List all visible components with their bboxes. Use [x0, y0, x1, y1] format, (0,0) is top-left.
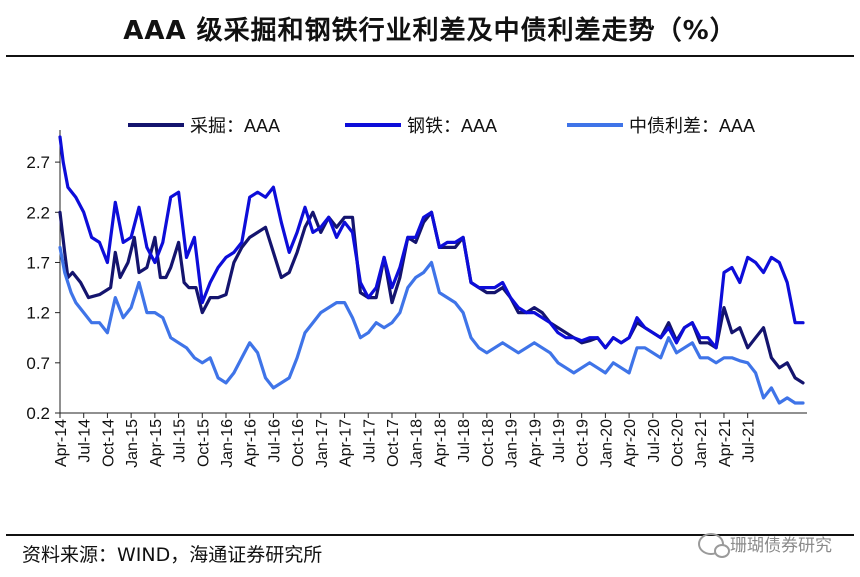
y-tick-label: 0.2 — [26, 404, 50, 423]
title-divider — [6, 55, 854, 57]
y-tick-label: 1.2 — [26, 304, 50, 323]
x-tick-label: Oct-18 — [480, 419, 497, 467]
legend: 采掘：AAA 钢铁：AAA 中债利差：AAA — [128, 116, 755, 136]
x-tick-label: Jan-18 — [409, 419, 426, 468]
x-tick-label: Apr-18 — [432, 419, 449, 467]
x-tick-label: Apr-16 — [243, 419, 260, 467]
y-tick-label: 2.2 — [26, 203, 50, 222]
x-tick-label: Apr-15 — [148, 419, 165, 467]
x-tick-label: Jul-14 — [77, 419, 94, 463]
x-tick-label: Apr-20 — [622, 419, 639, 467]
y-tick-label: 2.7 — [26, 153, 50, 172]
legend-label: 钢铁：AAA — [407, 116, 497, 136]
x-tick-label: Oct-20 — [670, 419, 687, 467]
x-tick-label: Apr-21 — [717, 419, 734, 467]
x-tick-label: Apr-19 — [527, 419, 544, 467]
y-tick-label: 1.7 — [26, 253, 50, 272]
y-axis: 0.2 0.7 1.2 1.7 2.2 2.7 — [26, 130, 61, 423]
x-tick-label: Oct-15 — [195, 419, 212, 467]
x-tick-label: Apr-17 — [338, 419, 355, 467]
legend-label: 采掘：AAA — [190, 116, 280, 136]
chart-title: AAA 级采掘和钢铁行业利差及中债利差走势（%） — [123, 16, 737, 46]
x-tick-label: Jul-15 — [172, 419, 189, 463]
series-lines — [58, 135, 805, 405]
x-tick-label: Oct-19 — [575, 419, 592, 467]
x-tick-label: Jul-18 — [456, 419, 473, 463]
x-tick-label: Jul-21 — [741, 419, 758, 463]
x-axis: Apr-14 Jul-14 Oct-14 Jan-15 Apr-15 Jul-15 Oct-… — [53, 412, 807, 468]
x-tick-label: Jan-20 — [598, 419, 615, 468]
legend-label: 中债利差：AAA — [629, 116, 755, 136]
watermark-text: 珊瑚债券研究 — [730, 536, 832, 556]
x-tick-label: Jan-19 — [504, 419, 521, 468]
wechat-icon — [698, 532, 730, 558]
series-line-3 — [58, 245, 805, 405]
x-tick-label: Jan-21 — [693, 419, 710, 468]
x-tick-label: Jul-20 — [646, 419, 663, 463]
line-chart: 采掘：AAA 钢铁：AAA 中债利差：AAA 0.20.71.21.72.22.7 … — [26, 116, 807, 468]
series-line-1 — [58, 210, 805, 385]
x-tick-label: Jan-16 — [219, 419, 236, 468]
x-tick-label: Jul-19 — [551, 419, 568, 463]
x-tick-label: Jan-15 — [124, 419, 141, 468]
x-tick-label: Jul-17 — [361, 419, 378, 463]
x-tick-label: Oct-17 — [385, 419, 402, 467]
watermark: 珊瑚债券研究 — [698, 531, 832, 558]
source-note: 资料来源：WIND，海通证券研究所 — [22, 544, 323, 566]
footer-divider — [6, 534, 854, 536]
y-tick-label: 0.7 — [26, 354, 50, 373]
x-tick-label: Oct-16 — [290, 419, 307, 467]
x-tick-label: Oct-14 — [100, 419, 117, 467]
series-line-2 — [58, 135, 805, 350]
x-tick-label: Jul-16 — [266, 419, 283, 463]
x-tick-label: Jan-17 — [314, 419, 331, 468]
x-tick-label: Apr-14 — [53, 419, 70, 467]
